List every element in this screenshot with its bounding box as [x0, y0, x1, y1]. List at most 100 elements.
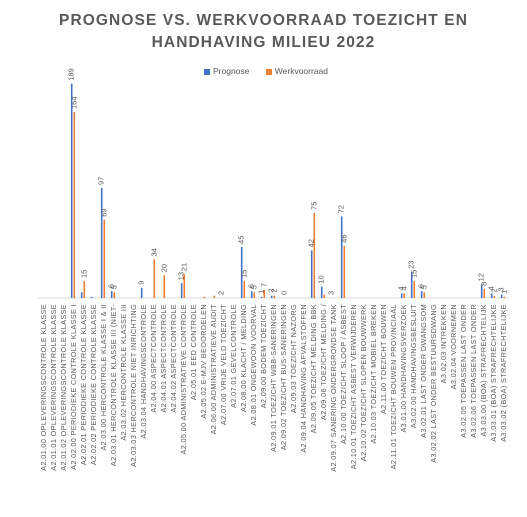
data-label-17: 1	[257, 290, 266, 294]
bar-werkvoorraad-37	[413, 280, 416, 298]
data-label-26: 72	[337, 205, 346, 213]
bar-werkvoorraad-45	[493, 295, 496, 298]
data-label-5: 6	[107, 284, 116, 288]
x-tick-label-29: A2.09.07 SANERING ONDERGRONDSE TANK	[329, 304, 338, 472]
data-label-10: 13	[177, 272, 186, 280]
data-label-14: 15	[239, 270, 248, 278]
x-tick-label-34: A2.11.00 TOEZICHT BOUWEN	[379, 304, 388, 414]
bar-werkvoorraad-4	[83, 280, 86, 298]
data-label-2: 15	[79, 270, 88, 278]
legend-item-werkvoorraad: Werkvoorraad	[265, 66, 328, 76]
data-label-18: 7	[259, 283, 268, 287]
x-tick-label-37: A3.02.00 HANDHAVINGSBESLUIT	[409, 304, 418, 428]
bar-prognose-3	[70, 83, 73, 298]
x-tick-label-28: A2.09.06 TOEZICHT MELDING /	[319, 303, 328, 420]
bar-werkvoorraad-12	[163, 275, 166, 298]
x-tick-label-22: A2.09.00 BODEM TOEZICHT	[259, 304, 268, 408]
x-tick-label-8: A2.03.02 HERCONTROLE KLASSE III	[119, 304, 128, 441]
bar-prognose-5	[90, 296, 93, 298]
bar-prognose-23	[270, 295, 273, 298]
x-tick-label-42: A3.02.05 TOEPASSEN LAST ONDER	[459, 304, 468, 438]
x-tick-label-23: A2.09.01 TOEZICHT WBB-SANERINGEN	[269, 304, 278, 452]
x-tick-label-45: A3.03.01 (BOA) STRAFRECHTELIJKE	[489, 304, 498, 442]
legend-item-prognose: Prognose	[204, 66, 249, 76]
x-tick-label-1: A2.01.01 OPLEVERINGSCONTROLE KLASSE	[49, 304, 58, 471]
bar-prognose-37	[410, 271, 413, 298]
x-tick-label-32: A2.10.02 TOEZICHT SLOPEN BOUWWERK	[359, 304, 368, 461]
x-tick-label-46: A3.03.02 (BOA) STRAFRECHTELIJKE	[499, 304, 508, 442]
chart-title-line-1: PROGNOSE VS. WERKVOORRAAD TOEZICHT EN	[59, 12, 468, 29]
data-label-37: 2	[489, 289, 498, 293]
chart-title-line-2: HANDHAVING MILIEU 2022	[151, 34, 376, 51]
bar-prognose-36	[400, 293, 403, 298]
data-label-30: 23	[407, 261, 416, 269]
data-label-25: 3	[327, 291, 336, 295]
bar-werkvoorraad-27	[313, 212, 316, 298]
x-tick-label-17: A2.06.00 ADMINISTRATIEVE AUDIT	[209, 304, 218, 435]
x-tick-label-9: A2.03.03 HERCONTROLE NIET INRICHTING	[129, 304, 138, 467]
data-label-0: 189	[67, 68, 76, 81]
legend-label-werkvoorraad: Werkvoorraad	[274, 66, 328, 76]
data-label-23: 75	[309, 202, 318, 210]
bar-prognose-22	[260, 296, 263, 298]
data-label-13: 45	[237, 236, 246, 244]
legend-swatch-prognose	[204, 68, 210, 75]
bar-prognose-30	[340, 216, 343, 298]
bar-prognose-45	[490, 293, 493, 298]
data-label-35: 8	[479, 282, 488, 286]
data-label-28: 4	[397, 286, 406, 290]
x-tick-label-12: A2.04.01 ASPECTCONTROLE	[159, 304, 168, 413]
bar-werkvoorraad-36	[403, 293, 406, 298]
bar-werkvoorraad-17	[213, 295, 216, 298]
bar-werkvoorraad-21	[253, 292, 256, 298]
x-tick-label-7: A2.03.01 HERCONTROLE KLASSE III (NIET-	[109, 304, 118, 466]
bar-prognose-44	[480, 284, 483, 298]
legend-swatch-werkvoorraad	[265, 68, 272, 75]
bar-prognose-27	[310, 250, 313, 298]
data-label-38: 3	[497, 287, 506, 291]
x-tick-label-4: A2.02.01 PERIODIEKE CONTROLE KLASSE	[79, 304, 88, 465]
x-tick-label-41: A3.02.04 VOORNEMEN	[449, 304, 458, 389]
bar-prognose-14	[180, 283, 183, 298]
data-label-31: 15	[409, 270, 418, 278]
bar-werkvoorraad-16	[203, 296, 206, 298]
bar-prognose-21	[250, 291, 253, 298]
data-label-4: 69	[99, 208, 108, 216]
bar-werkvoorraad-38	[423, 292, 426, 298]
data-label-34: 12	[477, 273, 486, 281]
x-tick-label-31: A2.10.01 TOEZICHT ASBEST VERWIJDEREN	[349, 304, 358, 469]
x-tick-label-33: A2.10.03 TOEZICHT MOBIEL BREKEN	[369, 304, 378, 444]
bar-werkvoorraad-28	[323, 294, 326, 298]
data-label-6: 5	[109, 285, 118, 289]
data-label-22: 42	[307, 239, 316, 247]
bar-prognose-38	[420, 291, 423, 298]
bar-werkvoorraad-46	[503, 296, 506, 298]
bar-prognose-4	[80, 292, 83, 298]
bar-prognose-6	[100, 188, 103, 298]
bar-prognose-10	[140, 287, 143, 298]
x-tick-label-0: A2.01.00 OPLEVERINGSCONTROLE KLASSE	[39, 304, 48, 471]
data-label-24: 10	[317, 275, 326, 283]
data-label-20: 2	[269, 289, 278, 293]
x-tick-label-11: A2.04.00 ASPECTCONTROLE	[149, 304, 158, 413]
data-label-27: 46	[339, 234, 348, 242]
x-tick-label-6: A2.03.00 HERCONTROLE KLASSE I & II	[99, 304, 108, 451]
x-tick-label-38: A3.02.01 LAST ONDER DWANGSOM	[419, 304, 428, 438]
data-label-15: 6	[247, 284, 256, 288]
bar-prognose-7	[110, 291, 113, 298]
data-label-39: 1	[499, 290, 508, 294]
x-tick-label-27: A2.09.05 TOEZICHT MELDING BBK	[309, 304, 318, 433]
x-tick-label-18: A2.07.00 VRIJE VELD TOEZICHT	[219, 304, 228, 425]
x-tick-label-16: A2.05.02 E-MJV BEOORDELEN	[199, 304, 208, 419]
data-label-33: 5	[419, 285, 428, 289]
chart-legend: Prognose Werkvoorraad	[204, 66, 342, 76]
x-tick-label-14: A2.05.00 ADMINISTRATIEVE CONTROLE	[179, 304, 188, 455]
x-tick-label-25: A2.09.03 TOEZICHT NAZORG	[289, 304, 298, 413]
data-label-8: 34	[149, 248, 158, 256]
x-tick-label-21: A2.08.01 ONGEWOON VOORVAL	[249, 304, 258, 426]
x-tick-label-10: A2.03.04 HANDHAVINGSCONTROLE	[139, 304, 148, 439]
data-label-36: 4	[487, 286, 496, 290]
bar-prognose-46	[500, 294, 503, 298]
x-tick-label-3: A2.02.00 PERIODIEKE CONTROLE KLASSE I	[69, 304, 78, 470]
